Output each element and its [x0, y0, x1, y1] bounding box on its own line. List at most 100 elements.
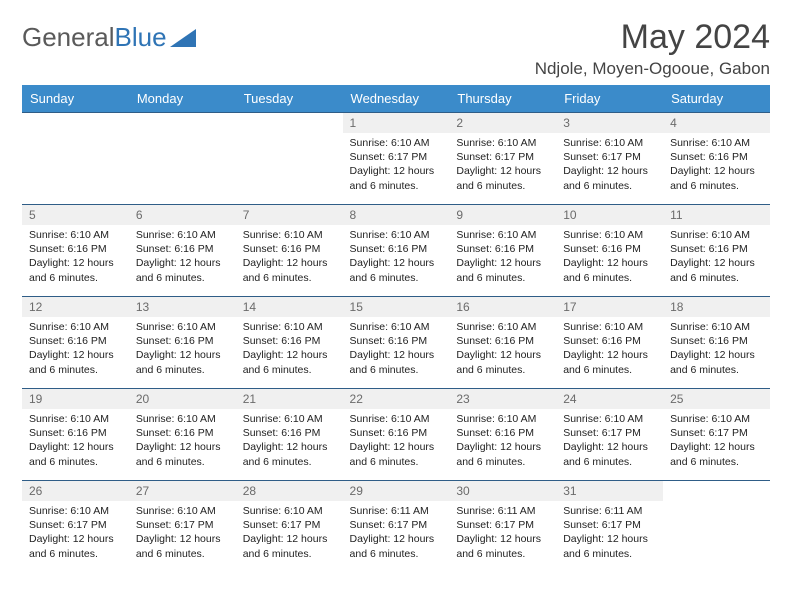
calendar-day-cell: 26Sunrise: 6:10 AMSunset: 6:17 PMDayligh…	[22, 481, 129, 573]
sunrise-text: Sunrise: 6:10 AM	[350, 320, 443, 334]
sunrise-text: Sunrise: 6:10 AM	[563, 228, 656, 242]
daylight-text: Daylight: 12 hours and 6 minutes.	[670, 440, 763, 468]
calendar-day-cell: 8Sunrise: 6:10 AMSunset: 6:16 PMDaylight…	[343, 205, 450, 297]
daylight-text: Daylight: 12 hours and 6 minutes.	[456, 532, 549, 560]
day-number: 28	[236, 481, 343, 501]
sunrise-text: Sunrise: 6:10 AM	[563, 136, 656, 150]
daylight-text: Daylight: 12 hours and 6 minutes.	[456, 256, 549, 284]
sunset-text: Sunset: 6:16 PM	[29, 334, 122, 348]
weekday-header: Thursday	[449, 85, 556, 113]
sunset-text: Sunset: 6:16 PM	[670, 334, 763, 348]
calendar-day-cell: 1Sunrise: 6:10 AMSunset: 6:17 PMDaylight…	[343, 113, 450, 205]
brand-logo: GeneralBlue	[22, 18, 196, 53]
sunset-text: Sunset: 6:17 PM	[350, 518, 443, 532]
sunset-text: Sunset: 6:16 PM	[563, 334, 656, 348]
page-header: GeneralBlue May 2024 Ndjole, Moyen-Ogoou…	[22, 18, 770, 79]
calendar-week-row: 1Sunrise: 6:10 AMSunset: 6:17 PMDaylight…	[22, 113, 770, 205]
daylight-text: Daylight: 12 hours and 6 minutes.	[243, 348, 336, 376]
day-number: 8	[343, 205, 450, 225]
calendar-day-cell: 15Sunrise: 6:10 AMSunset: 6:16 PMDayligh…	[343, 297, 450, 389]
day-number: 10	[556, 205, 663, 225]
sunrise-text: Sunrise: 6:10 AM	[563, 412, 656, 426]
daylight-text: Daylight: 12 hours and 6 minutes.	[243, 532, 336, 560]
calendar-week-row: 19Sunrise: 6:10 AMSunset: 6:16 PMDayligh…	[22, 389, 770, 481]
sunset-text: Sunset: 6:16 PM	[350, 426, 443, 440]
day-details: Sunrise: 6:10 AMSunset: 6:16 PMDaylight:…	[556, 317, 663, 381]
sunrise-text: Sunrise: 6:10 AM	[456, 412, 549, 426]
weekday-header: Sunday	[22, 85, 129, 113]
daylight-text: Daylight: 12 hours and 6 minutes.	[136, 256, 229, 284]
calendar-week-row: 5Sunrise: 6:10 AMSunset: 6:16 PMDaylight…	[22, 205, 770, 297]
day-number: 31	[556, 481, 663, 501]
day-details: Sunrise: 6:10 AMSunset: 6:17 PMDaylight:…	[556, 133, 663, 197]
weekday-header: Saturday	[663, 85, 770, 113]
day-details: Sunrise: 6:10 AMSunset: 6:16 PMDaylight:…	[556, 225, 663, 289]
daylight-text: Daylight: 12 hours and 6 minutes.	[243, 440, 336, 468]
day-details: Sunrise: 6:10 AMSunset: 6:17 PMDaylight:…	[449, 133, 556, 197]
sunrise-text: Sunrise: 6:10 AM	[29, 228, 122, 242]
day-number: 17	[556, 297, 663, 317]
calendar-day-cell: 6Sunrise: 6:10 AMSunset: 6:16 PMDaylight…	[129, 205, 236, 297]
calendar-day-cell: 10Sunrise: 6:10 AMSunset: 6:16 PMDayligh…	[556, 205, 663, 297]
calendar-day-cell: 25Sunrise: 6:10 AMSunset: 6:17 PMDayligh…	[663, 389, 770, 481]
daylight-text: Daylight: 12 hours and 6 minutes.	[563, 532, 656, 560]
daylight-text: Daylight: 12 hours and 6 minutes.	[243, 256, 336, 284]
day-number: 16	[449, 297, 556, 317]
day-details: Sunrise: 6:11 AMSunset: 6:17 PMDaylight:…	[343, 501, 450, 565]
calendar-day-cell: 28Sunrise: 6:10 AMSunset: 6:17 PMDayligh…	[236, 481, 343, 573]
calendar-day-cell: 14Sunrise: 6:10 AMSunset: 6:16 PMDayligh…	[236, 297, 343, 389]
day-details: Sunrise: 6:10 AMSunset: 6:16 PMDaylight:…	[22, 317, 129, 381]
sunrise-text: Sunrise: 6:10 AM	[670, 320, 763, 334]
calendar-week-row: 26Sunrise: 6:10 AMSunset: 6:17 PMDayligh…	[22, 481, 770, 573]
sunset-text: Sunset: 6:17 PM	[136, 518, 229, 532]
sunrise-text: Sunrise: 6:10 AM	[350, 136, 443, 150]
calendar-day-cell: 16Sunrise: 6:10 AMSunset: 6:16 PMDayligh…	[449, 297, 556, 389]
sunset-text: Sunset: 6:16 PM	[670, 242, 763, 256]
day-number: 6	[129, 205, 236, 225]
sunrise-text: Sunrise: 6:10 AM	[670, 412, 763, 426]
sunset-text: Sunset: 6:16 PM	[243, 426, 336, 440]
calendar-day-cell: 22Sunrise: 6:10 AMSunset: 6:16 PMDayligh…	[343, 389, 450, 481]
daylight-text: Daylight: 12 hours and 6 minutes.	[670, 164, 763, 192]
daylight-text: Daylight: 12 hours and 6 minutes.	[456, 440, 549, 468]
month-title: May 2024	[535, 18, 770, 57]
sunset-text: Sunset: 6:16 PM	[350, 334, 443, 348]
calendar-day-cell: 12Sunrise: 6:10 AMSunset: 6:16 PMDayligh…	[22, 297, 129, 389]
day-number: 26	[22, 481, 129, 501]
day-number: 19	[22, 389, 129, 409]
sunset-text: Sunset: 6:16 PM	[243, 242, 336, 256]
sunrise-text: Sunrise: 6:10 AM	[243, 320, 336, 334]
day-number: 25	[663, 389, 770, 409]
calendar-day-cell: 18Sunrise: 6:10 AMSunset: 6:16 PMDayligh…	[663, 297, 770, 389]
calendar-day-cell: 21Sunrise: 6:10 AMSunset: 6:16 PMDayligh…	[236, 389, 343, 481]
sunset-text: Sunset: 6:16 PM	[29, 242, 122, 256]
day-number: 15	[343, 297, 450, 317]
daylight-text: Daylight: 12 hours and 6 minutes.	[29, 348, 122, 376]
daylight-text: Daylight: 12 hours and 6 minutes.	[350, 164, 443, 192]
sunset-text: Sunset: 6:17 PM	[350, 150, 443, 164]
sunset-text: Sunset: 6:16 PM	[136, 242, 229, 256]
calendar-week-row: 12Sunrise: 6:10 AMSunset: 6:16 PMDayligh…	[22, 297, 770, 389]
location-text: Ndjole, Moyen-Ogooue, Gabon	[535, 59, 770, 79]
sunset-text: Sunset: 6:17 PM	[243, 518, 336, 532]
weekday-header: Friday	[556, 85, 663, 113]
day-details: Sunrise: 6:10 AMSunset: 6:16 PMDaylight:…	[449, 409, 556, 473]
day-number: 23	[449, 389, 556, 409]
sunset-text: Sunset: 6:16 PM	[456, 242, 549, 256]
day-details: Sunrise: 6:10 AMSunset: 6:16 PMDaylight:…	[343, 409, 450, 473]
calendar-day-cell	[663, 481, 770, 573]
sunrise-text: Sunrise: 6:10 AM	[563, 320, 656, 334]
sunrise-text: Sunrise: 6:10 AM	[136, 320, 229, 334]
calendar-day-cell: 17Sunrise: 6:10 AMSunset: 6:16 PMDayligh…	[556, 297, 663, 389]
day-details: Sunrise: 6:10 AMSunset: 6:17 PMDaylight:…	[129, 501, 236, 565]
sunrise-text: Sunrise: 6:10 AM	[670, 228, 763, 242]
day-details: Sunrise: 6:10 AMSunset: 6:16 PMDaylight:…	[449, 225, 556, 289]
calendar-table: SundayMondayTuesdayWednesdayThursdayFrid…	[22, 85, 770, 573]
day-details: Sunrise: 6:11 AMSunset: 6:17 PMDaylight:…	[449, 501, 556, 565]
sunset-text: Sunset: 6:16 PM	[456, 426, 549, 440]
day-number: 2	[449, 113, 556, 133]
day-number: 21	[236, 389, 343, 409]
daylight-text: Daylight: 12 hours and 6 minutes.	[350, 256, 443, 284]
calendar-day-cell: 5Sunrise: 6:10 AMSunset: 6:16 PMDaylight…	[22, 205, 129, 297]
day-details: Sunrise: 6:10 AMSunset: 6:16 PMDaylight:…	[22, 409, 129, 473]
